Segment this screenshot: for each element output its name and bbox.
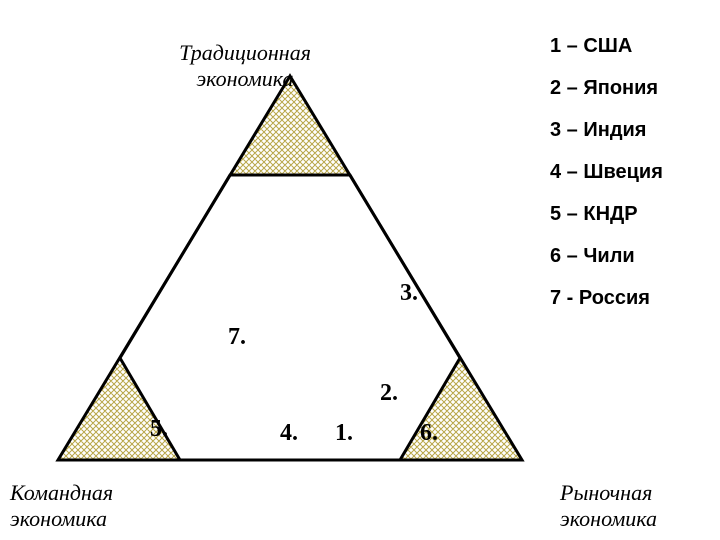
number-label-1: 3. [400,280,418,306]
number-label-7: 6. [420,420,438,446]
legend-item-4: 4 – Швеция [550,161,663,183]
legend-item-7: 7 - Россия [550,287,650,309]
legend-item-2: 2 – Япония [550,77,658,99]
number-label-5: 4. [280,420,298,446]
label-traditional-line1: Традиционная [179,40,311,65]
number-label-3: 2. [380,380,398,406]
legend-item-6: 6 – Чили [550,245,635,267]
number-label-4: 5. [150,416,168,442]
label-command-line2: экономика [10,506,107,531]
label-command-line1: Командная [9,480,113,505]
legend-item-1: 1 – США [550,35,632,57]
number-label-2: 7. [228,324,246,350]
wedge-market [400,358,522,460]
number-labels: 3. 7. 2. 5. 4. 1. 6. [150,280,438,446]
wedge-command [58,358,180,460]
label-traditional-line2: экономика [196,66,293,91]
legend-item-5: 5 – КНДР [550,203,638,225]
label-market-line2: экономика [560,506,657,531]
label-market-line1: Рыночная [559,480,652,505]
legend-item-3: 3 – Индия [550,119,646,141]
hexagon-outline [120,175,460,460]
legend: 1 – США 2 – Япония 3 – Индия 4 – Швеция 5 – … [550,35,663,309]
number-label-6: 1. [335,420,353,446]
